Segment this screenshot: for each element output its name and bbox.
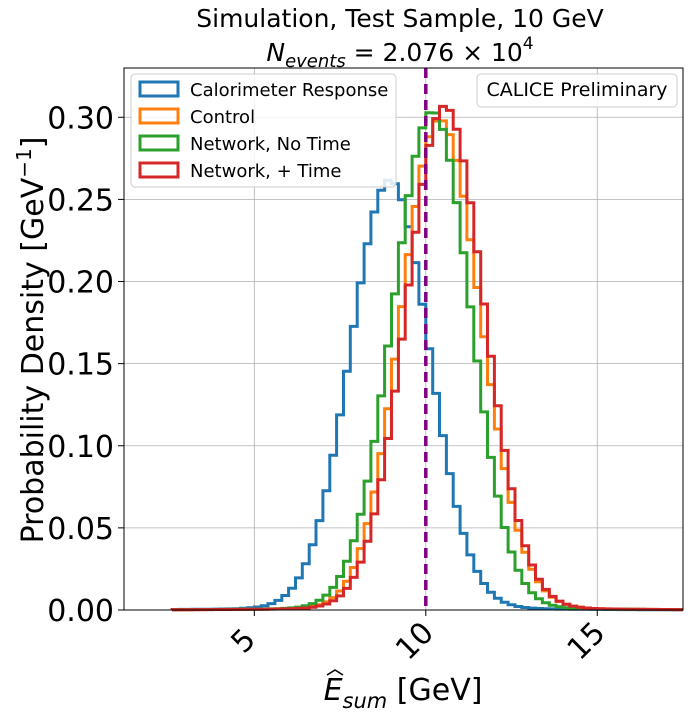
y-tick-label: 0.20 — [47, 266, 114, 301]
legend: Calorimeter Response Control Network, No T… — [130, 73, 397, 188]
legend-label-1: Calorimeter Response — [190, 80, 388, 101]
y-axis-text: Probability Density [GeV — [16, 177, 51, 543]
subtitle-value: = 2.076 × 10 — [346, 38, 523, 67]
y-tick-label: 0.30 — [47, 101, 114, 136]
series-line-4 — [170, 104, 683, 612]
legend-box — [130, 73, 397, 188]
y-axis-exponent: −1 — [12, 148, 36, 177]
x-axis-hat — [326, 669, 344, 676]
x-tick-label: 15 — [561, 615, 613, 667]
subtitle-symbol: N — [266, 38, 285, 67]
annotation-box: CALICE Preliminary — [476, 73, 678, 108]
legend-swatch-4 — [138, 161, 180, 179]
plot-frame — [123, 67, 684, 611]
y-axis-bracket: ] — [16, 137, 51, 149]
y-axis-label: Probability Density [GeV−1] — [12, 137, 51, 544]
subtitle-subscript: events — [285, 51, 346, 72]
legend-label-4: Network, + Time — [190, 161, 341, 182]
y-tick-label: 0.10 — [47, 430, 114, 465]
x-axis-label: Esum [GeV] — [324, 673, 483, 713]
y-tick-label: 0.05 — [47, 512, 114, 547]
annotation-text: CALICE Preliminary — [486, 79, 667, 101]
x-axis-subscript: sum — [343, 689, 388, 713]
y-tick-label: 0.00 — [47, 594, 114, 629]
legend-label-2: Control — [190, 107, 255, 128]
subtitle-exponent: 4 — [523, 34, 534, 54]
legend-swatch-3 — [138, 134, 180, 152]
x-axis-symbol: E — [324, 673, 343, 708]
legend-swatch-2 — [138, 107, 180, 125]
annotation-frame — [476, 73, 678, 108]
legend-label-3: Network, No Time — [190, 134, 351, 155]
legend-swatch-1 — [138, 80, 180, 98]
x-axis-unit: [GeV] — [387, 673, 482, 708]
chart-subtitle: Nevents = 2.076 × 104 — [266, 34, 533, 72]
chart-title: Simulation, Test Sample, 10 GeV — [196, 4, 603, 33]
x-tick-label: 5 — [224, 622, 262, 660]
x-tick-label: 10 — [389, 615, 441, 667]
y-tick-label: 0.25 — [47, 183, 114, 218]
y-tick-label: 0.15 — [47, 348, 114, 383]
